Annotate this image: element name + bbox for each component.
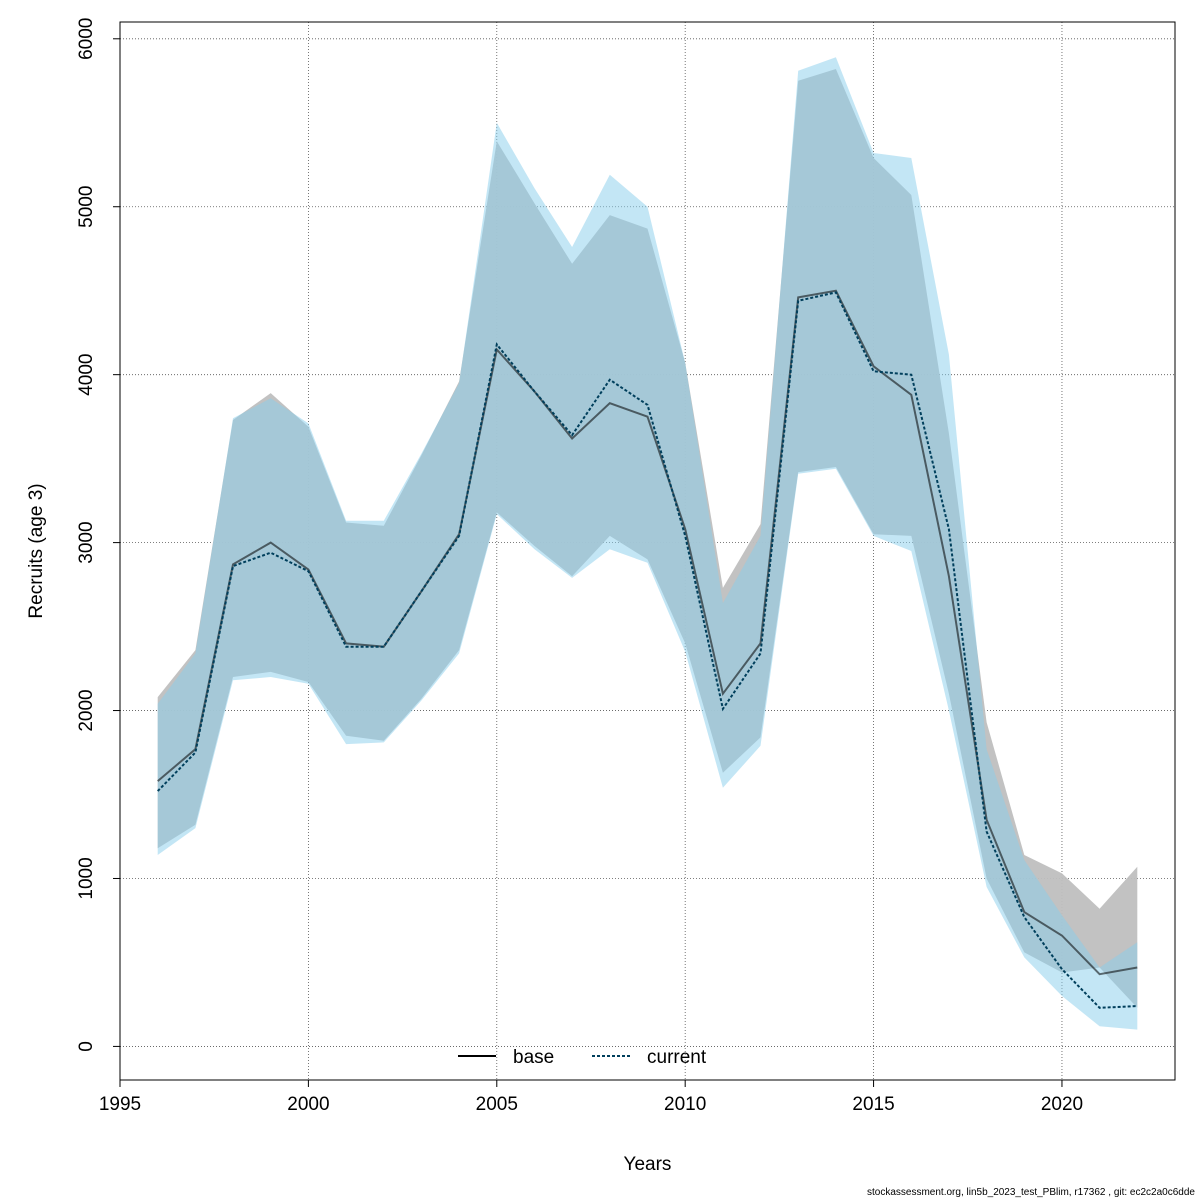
- y-tick-label-4000: 4000: [76, 354, 97, 396]
- y-tick-label-5000: 5000: [76, 186, 97, 228]
- y-tick-label-1000: 1000: [76, 857, 97, 899]
- x-tick-label-2005: 2005: [476, 1094, 518, 1115]
- x-tick-label-1995: 1995: [99, 1094, 141, 1115]
- band-current: [157, 57, 1138, 1030]
- x-axis: 1995 2000 2005 2010 2015 2020: [99, 1079, 1083, 1115]
- x-tick-label-2020: 2020: [1041, 1094, 1083, 1115]
- x-tick-label-2000: 2000: [287, 1094, 329, 1115]
- legend-label-current: current: [647, 1047, 707, 1068]
- line-current: [156, 291, 1138, 1009]
- series-lines: [156, 289, 1138, 1009]
- y-axis-title: Recruits (age 3): [26, 483, 47, 618]
- y-tick-label-3000: 3000: [76, 521, 97, 563]
- footer-credit: stockassessment.org, lin5b_2023_test_PBl…: [867, 1187, 1195, 1198]
- x-axis-title: Years: [624, 1154, 672, 1175]
- legend: base current: [458, 1047, 707, 1068]
- legend-label-base: base: [513, 1047, 554, 1068]
- x-tick-label-2010: 2010: [664, 1094, 706, 1115]
- y-tick-label-0: 0: [76, 1041, 97, 1052]
- confidence-bands: [157, 57, 1138, 1030]
- x-tick-label-2015: 2015: [852, 1094, 894, 1115]
- y-axis: 0 1000 2000 3000 4000 5000 6000: [76, 18, 121, 1052]
- y-tick-label-2000: 2000: [76, 689, 97, 731]
- y-tick-label-6000: 6000: [76, 18, 97, 60]
